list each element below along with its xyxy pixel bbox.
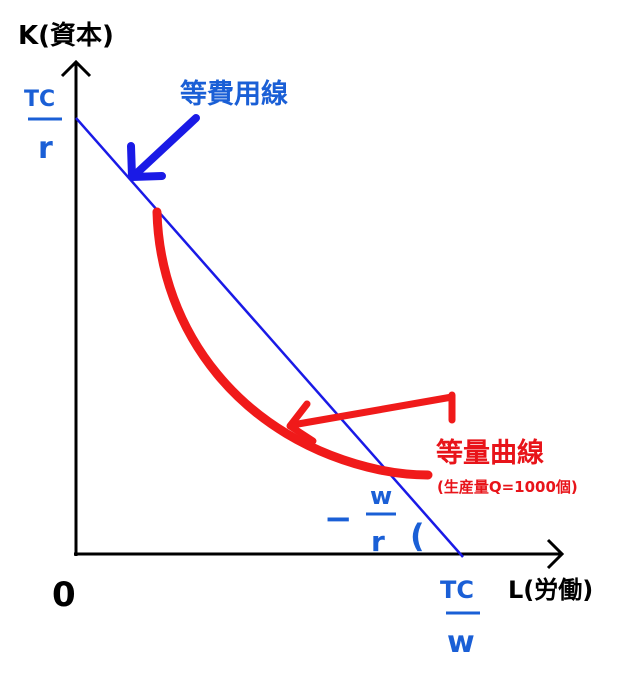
isoquant-curve — [152, 207, 433, 480]
origin-label: 0 — [52, 575, 76, 615]
y-intercept-numerator: TC — [24, 87, 55, 112]
x-axis-arrowhead — [546, 538, 565, 570]
isocost-name: 等費用線 — [180, 78, 288, 110]
x-intercept-denominator: w — [447, 625, 475, 660]
y-intercept-fraction: TC r — [24, 87, 62, 166]
isocost-line — [75, 117, 464, 558]
y-intercept-denominator: r — [38, 131, 53, 166]
isocost-arrow — [127, 114, 200, 181]
y-axis-arrowhead — [60, 59, 92, 78]
isoquant-note: (生産量Q=1000個) — [437, 478, 578, 496]
x-intercept-numerator: TC — [440, 576, 474, 604]
isoquant-name: 等量曲線 — [436, 437, 544, 469]
isoquant-arrow — [286, 391, 456, 445]
isocost-slope: − w r ( — [324, 482, 425, 558]
y-axis-label: K(資本) — [18, 21, 114, 51]
axes — [60, 59, 565, 570]
x-intercept-fraction: TC w — [440, 576, 480, 660]
slope-sign: − — [324, 499, 353, 539]
slope-denominator: r — [371, 525, 385, 558]
x-axis-label: L(労働) — [508, 576, 593, 604]
slope-paren: ( — [410, 517, 425, 555]
slope-numerator: w — [370, 482, 392, 510]
